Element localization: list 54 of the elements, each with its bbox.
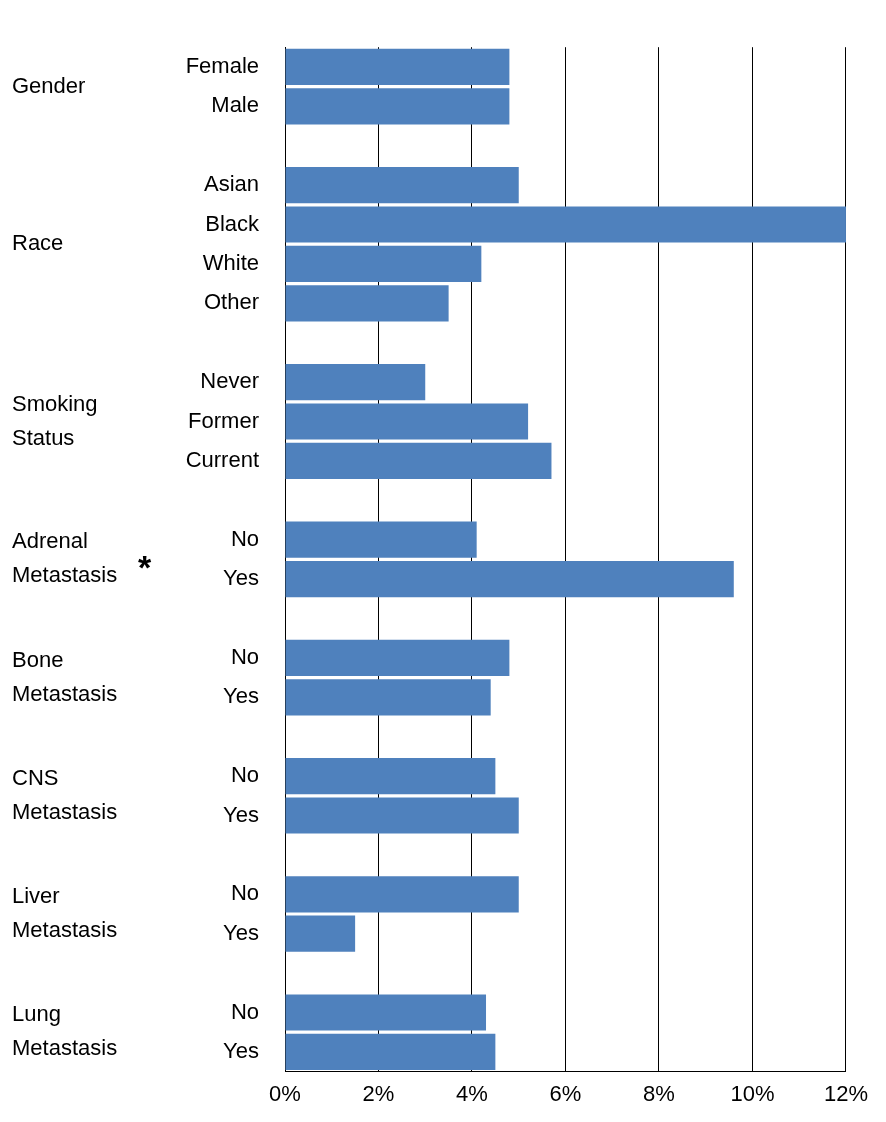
y-tick-label: Current <box>185 446 259 472</box>
bar <box>285 560 734 598</box>
x-tick-label: 10% <box>730 1080 775 1106</box>
y-tick-label: Black <box>205 210 260 236</box>
text: Smoking Status <box>12 390 98 450</box>
bar <box>285 363 426 401</box>
y-tick-label: Never <box>200 368 259 394</box>
y-tick-label: No <box>230 880 259 906</box>
x-tick-label: 6% <box>549 1080 582 1106</box>
y-tick-label: Female <box>185 52 259 78</box>
text: Race <box>12 230 64 256</box>
bar <box>285 88 510 125</box>
x-tick-label: 4% <box>456 1080 488 1106</box>
text: * <box>138 547 152 586</box>
y-tick-label: Yes <box>223 801 259 827</box>
text: Lung Metastasis <box>12 1001 118 1061</box>
y-tick-label: Yes <box>223 1037 259 1063</box>
x-tick-label: 8% <box>643 1080 675 1106</box>
bar <box>285 48 510 86</box>
y-tick-label: Yes <box>223 565 259 591</box>
y-tick-label: No <box>230 643 259 669</box>
bar <box>285 166 519 204</box>
bar <box>285 757 496 795</box>
y-tick-label: No <box>230 998 259 1024</box>
bar <box>285 403 529 440</box>
y-tick-label: Asian <box>203 171 259 197</box>
y-tick-label: White <box>202 249 259 275</box>
text: Liver Metastasis <box>12 883 118 943</box>
bar <box>285 285 449 322</box>
x-tick-label: 0% <box>269 1080 301 1106</box>
text: Gender <box>12 72 86 98</box>
text: Adrenal Metastasis <box>12 528 118 588</box>
bar <box>285 797 519 834</box>
bar <box>285 679 491 716</box>
y-tick-label: Former <box>188 407 259 433</box>
x-tick-label: 12% <box>823 1080 869 1106</box>
bar <box>285 915 356 952</box>
bar <box>285 521 477 558</box>
y-tick-label: No <box>230 525 259 551</box>
bar <box>285 442 552 480</box>
y-tick-label: Male <box>211 92 259 118</box>
bar <box>285 245 482 283</box>
x-tick-label: 2% <box>362 1080 395 1106</box>
y-tick-label: No <box>230 762 259 788</box>
bar <box>285 994 487 1031</box>
text: CNS Metastasis <box>12 764 118 824</box>
bar <box>285 1033 496 1071</box>
bar <box>285 876 519 913</box>
text: Bone Metastasis <box>12 646 118 706</box>
bar <box>285 639 510 677</box>
y-tick-label: Yes <box>223 919 259 945</box>
y-tick-label: Other <box>203 289 259 315</box>
bar <box>285 206 846 243</box>
y-tick-label: Yes <box>223 683 259 709</box>
